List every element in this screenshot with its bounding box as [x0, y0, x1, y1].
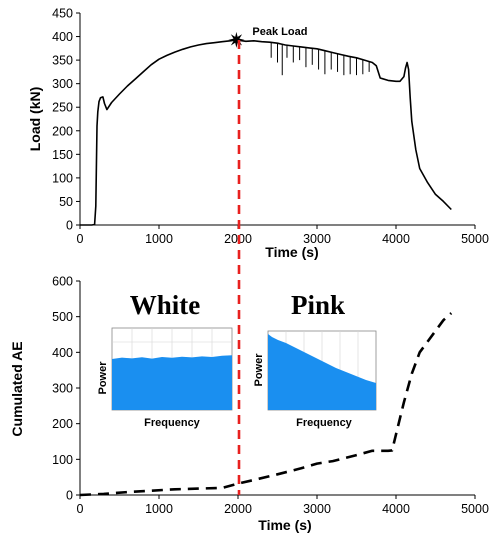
pink-spectrum: [268, 334, 376, 410]
ae-x-tick-label: 2000: [224, 502, 252, 516]
load-y-tick-label: 350: [52, 54, 73, 68]
ae-y-tick-label: 400: [52, 346, 73, 360]
load-x-tick-label: 3000: [303, 232, 331, 246]
white-inset-xlabel: Frequency: [144, 417, 201, 429]
ae-y-tick-label: 300: [52, 382, 73, 396]
ae-x-tick-label: 1000: [145, 502, 173, 516]
load-x-tick-label: 5000: [461, 232, 489, 246]
white-label: White: [130, 290, 201, 320]
load-y-tick-label: 450: [52, 7, 73, 21]
load-y-tick-label: 200: [52, 124, 73, 138]
load-x-tick-label: 0: [77, 232, 84, 246]
pink-inset-ylabel: Power: [253, 353, 265, 387]
peak-load-label: Peak Load: [252, 26, 307, 38]
pink-noise-inset: Power Frequency: [253, 330, 377, 429]
load-y-tick-label: 100: [52, 171, 73, 185]
ae-x-tick-label: 4000: [382, 502, 410, 516]
load-series-line: [80, 39, 452, 226]
ae-y-tick-label: 500: [52, 310, 73, 324]
pink-inset-xlabel: Frequency: [296, 417, 353, 429]
ae-x-tick-label: 5000: [461, 502, 489, 516]
ae-x-axis-label: Time (s): [258, 517, 311, 533]
peak-load-marker: [228, 31, 245, 48]
white-spectrum: [112, 355, 232, 410]
load-y-tick-label: 250: [52, 101, 73, 115]
load-x-axis-label: Time (s): [265, 244, 318, 260]
ae-y-axis-label: Cumulated AE: [9, 341, 25, 436]
white-noise-inset: Power Frequency: [97, 327, 233, 429]
ae-x-tick-label: 3000: [303, 502, 331, 516]
white-inset-ylabel: Power: [97, 361, 109, 395]
load-y-tick-label: 0: [66, 219, 73, 233]
ae-x-tick-label: 0: [77, 502, 84, 516]
ae-chart: 0 100 200 300 400 500 600 0 1000 2000 3000 4000 500…: [9, 275, 489, 534]
ae-series-line: [79, 312, 453, 497]
load-x-tick-label: 4000: [382, 232, 410, 246]
load-x-tick-label: 1000: [145, 232, 173, 246]
load-y-tick-label: 150: [52, 148, 73, 162]
ae-y-tick-label: 200: [52, 417, 73, 431]
ae-y-tick-label: 0: [66, 489, 73, 503]
load-y-axis-label: Load (kN): [27, 87, 43, 152]
load-y-tick-label: 300: [52, 77, 73, 91]
load-y-tick-label: 50: [59, 195, 73, 209]
pink-label: Pink: [291, 290, 345, 320]
ae-y-tick-label: 100: [52, 453, 73, 467]
ae-y-tick-label: 600: [52, 275, 73, 289]
load-y-tick-label: 400: [52, 30, 73, 44]
